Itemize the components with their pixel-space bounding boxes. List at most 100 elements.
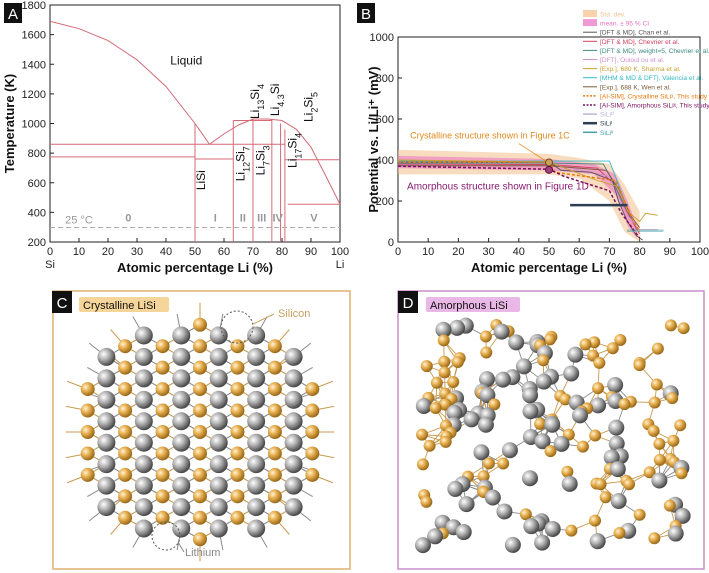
panel-a-x-end-si: Si — [45, 259, 55, 271]
lithium-atom — [209, 412, 228, 431]
panel-c-letter: C — [57, 295, 68, 312]
silicon-atom — [230, 467, 245, 482]
silicon-atom — [267, 446, 282, 461]
lithium-atom — [172, 433, 191, 452]
silicon-atom — [544, 445, 557, 458]
lithium-atom — [209, 369, 228, 388]
panel-c-title: Crystalline LiSi — [83, 300, 156, 312]
silicon-atom — [561, 465, 574, 478]
lithium-atom — [172, 347, 191, 366]
silicon-atom — [648, 532, 661, 545]
lithium-atom — [97, 455, 116, 474]
silicon-atom — [230, 510, 245, 525]
lithium-atom — [667, 525, 684, 542]
lithium-atom — [172, 369, 191, 388]
silicon-atom — [477, 470, 490, 483]
lithium-atom — [209, 390, 228, 409]
panel-a-x-tick-label: 90 — [305, 246, 317, 258]
panel-a-label-lisi: LiSi — [194, 170, 208, 190]
lithium-atom — [172, 476, 191, 495]
panel-b-legend-label: [Exp.], 688 K, Wen et al. — [600, 84, 671, 91]
lithium-atom — [553, 435, 570, 452]
lithium-atom — [504, 536, 521, 553]
lithium-atom — [567, 346, 584, 363]
lithium-atom — [589, 533, 606, 550]
panel-b-x-tick-label: 80 — [633, 246, 645, 258]
panel-b-letter-box — [357, 3, 375, 23]
panel-a-y-tick-label: 1800 — [22, 0, 46, 12]
silicon-atom — [118, 446, 133, 461]
silicon-atom — [155, 339, 170, 354]
silicon-callout-ring — [220, 310, 254, 344]
silicon-atom — [193, 360, 207, 375]
lithium-atom — [544, 416, 561, 433]
lithium-atom — [447, 480, 464, 497]
panel-a-x-tick-label: 80 — [276, 246, 288, 258]
silicon-atom — [230, 425, 245, 439]
lithium-atom — [651, 472, 668, 489]
silicon-atom — [647, 424, 660, 437]
panel-b-y-tick-label: 800 — [376, 73, 394, 85]
panel-d-frame — [397, 290, 705, 570]
silicon-atom — [118, 425, 133, 439]
lithium-atom — [172, 455, 191, 474]
lithium-atom — [415, 397, 432, 414]
silicon-atom — [576, 440, 589, 453]
silicon-atom — [80, 446, 95, 461]
silicon-atom — [267, 489, 282, 504]
lithium-atom — [446, 404, 463, 421]
panel-a-x-tick-label: 70 — [247, 246, 259, 258]
panel-a-label-li12si7: Li12Si7 — [233, 146, 251, 181]
panel-a-region-label: II — [240, 212, 246, 224]
silicon-atom — [155, 360, 170, 375]
silicon-atom — [155, 489, 170, 504]
silicon-atom — [593, 356, 606, 369]
silicon-atom — [305, 467, 320, 482]
silicon-atom — [118, 467, 133, 482]
panel-b-reference-line — [397, 163, 640, 235]
lithium-atom — [134, 347, 153, 366]
silicon-atom — [519, 508, 532, 521]
panel-a-y-tick-label: 1400 — [22, 59, 46, 71]
panel-d-amorphous: D Amorphous LiSi — [397, 290, 705, 570]
lithium-atom — [134, 412, 153, 431]
silicon-callout: Silicon — [278, 308, 310, 320]
panel-b-x-tick-label: 10 — [422, 246, 434, 258]
panel-b-legend-label: [AI-SIM], Amorphous SiLiᵡ, This study — [600, 103, 709, 110]
silicon-atom — [193, 446, 207, 461]
lithium-atom — [284, 433, 303, 452]
lithium-atom — [484, 489, 501, 506]
lithium-atom — [523, 518, 540, 535]
silicon-atom — [193, 532, 207, 547]
lithium-atom — [134, 433, 153, 452]
lithium-atom — [97, 412, 116, 431]
silicon-atom — [155, 403, 170, 418]
panel-a-label-li12si7-text: Li12Si7 — [233, 146, 251, 181]
panel-c-crystalline: C Crystalline LiSi Silicon Lithium — [52, 290, 351, 570]
silicon-atom — [559, 393, 572, 406]
panel-b-x-tick-label: 0 — [395, 246, 401, 258]
silicon-atom — [118, 489, 133, 504]
lithium-atom — [522, 470, 539, 487]
silicon-atom — [118, 510, 133, 525]
panel-b-y-axis-label: Potential vs. Li/Li⁺ (mV) — [366, 66, 381, 212]
panel-b-x-tick-label: 100 — [691, 246, 709, 258]
lithium-atom — [479, 387, 496, 404]
panel-a-label-li2si5: Li2Si5 — [301, 92, 319, 122]
panel-a-region-label: I — [214, 212, 217, 224]
lithium-atom — [477, 416, 494, 433]
panel-b-y-tick-label: 600 — [376, 114, 394, 126]
lithium-atom — [478, 371, 495, 388]
panel-b-legend-label: SiLiᴰ — [600, 112, 614, 119]
panel-a-y-tick-label: 1600 — [22, 30, 46, 42]
lithium-atom — [508, 334, 525, 351]
silicon-atom — [537, 354, 550, 367]
silicon-atom — [193, 489, 207, 504]
lithium-atom — [134, 390, 153, 409]
panel-b-x-tick-label: 90 — [664, 246, 676, 258]
panel-a-y-tick-label: 1200 — [22, 89, 46, 101]
silicon-atom — [420, 360, 433, 373]
panel-a-label-lisi-text: LiSi — [194, 170, 208, 190]
panel-a-label-li17si4-text: Li17Si4 — [286, 133, 304, 168]
panel-d-letter-box — [398, 291, 418, 313]
